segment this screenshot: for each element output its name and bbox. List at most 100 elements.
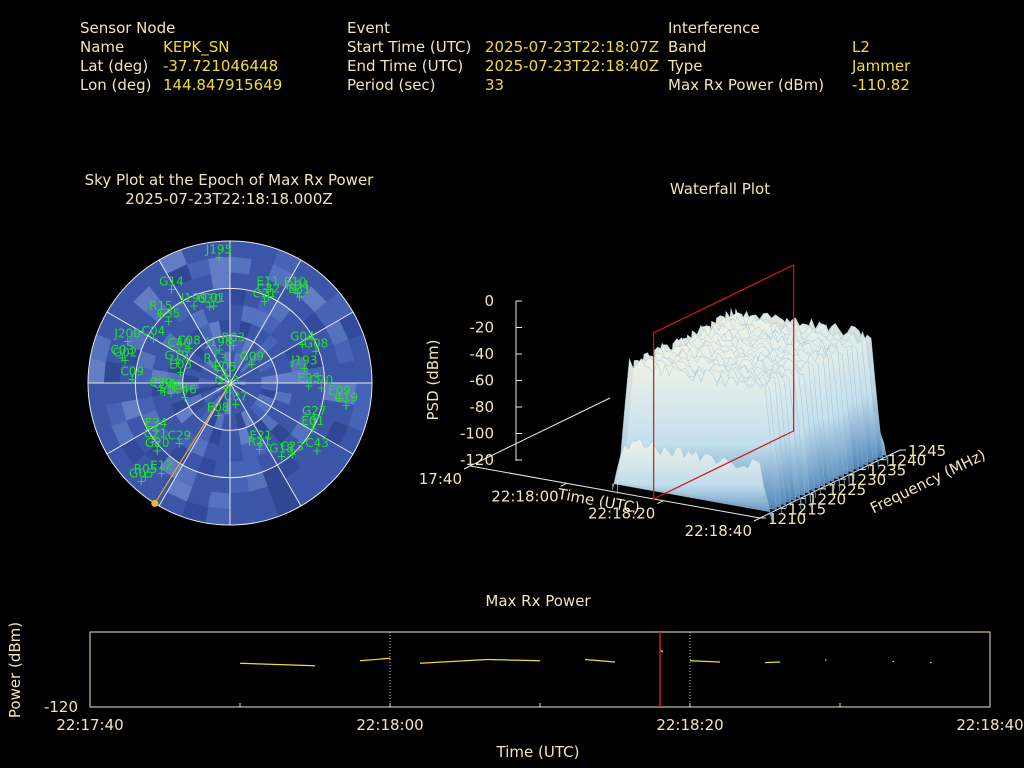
satellite-marker: + bbox=[152, 444, 162, 458]
event-period-label: Period (sec) bbox=[347, 76, 436, 94]
sky-bin bbox=[190, 437, 209, 458]
sky-bin bbox=[325, 319, 349, 346]
satellite-marker: + bbox=[309, 412, 319, 426]
jammer-direction-line bbox=[154, 382, 231, 504]
sky-bin bbox=[230, 460, 247, 478]
satellite-marker: + bbox=[231, 397, 241, 411]
sky-bin bbox=[166, 372, 184, 383]
sky-bin bbox=[210, 272, 230, 290]
satellite-label: E01 bbox=[301, 414, 324, 428]
sky-bin bbox=[186, 258, 211, 280]
power-series bbox=[239, 649, 932, 667]
sky-bin bbox=[213, 460, 230, 478]
sky-bin bbox=[208, 491, 230, 510]
satellites: +J195+E10+E31+R04+E11+C32+C21+G14+R15 +J1… bbox=[111, 242, 358, 488]
sky-bin bbox=[224, 383, 230, 399]
satellite-label: G04 bbox=[290, 329, 315, 343]
sky-bin bbox=[205, 507, 230, 525]
sky-bin bbox=[185, 359, 203, 373]
time-axis-line bbox=[469, 465, 761, 519]
sky-bin bbox=[103, 361, 122, 383]
sky-bin bbox=[285, 467, 312, 493]
satellite-marker: + bbox=[209, 299, 219, 313]
sky-bin bbox=[285, 273, 312, 299]
sky-bin bbox=[230, 288, 247, 306]
satellite-marker: + bbox=[341, 399, 351, 413]
satellite-label: G19 bbox=[164, 349, 189, 363]
sky-bin bbox=[259, 366, 277, 378]
sky-bin bbox=[202, 362, 218, 376]
time-tick-label: 22:18:00 bbox=[356, 716, 423, 734]
time-tick bbox=[753, 517, 761, 522]
event-period-value: 33 bbox=[485, 76, 505, 94]
satellite-marker: + bbox=[312, 444, 322, 458]
satellite-marker: + bbox=[214, 250, 224, 264]
sky-bin bbox=[167, 361, 186, 375]
sky-bin bbox=[230, 383, 246, 386]
sky-bin bbox=[88, 358, 106, 383]
satellite-marker: + bbox=[311, 345, 321, 359]
satellite-label: E10 bbox=[284, 275, 307, 289]
sky-bin bbox=[111, 319, 135, 346]
sky-bin bbox=[208, 427, 222, 446]
waterfall-surface bbox=[612, 307, 889, 523]
sky-bin bbox=[175, 406, 194, 424]
sky-bin bbox=[260, 334, 279, 353]
interference-heading: Interference bbox=[668, 19, 760, 37]
sky-bin bbox=[323, 383, 341, 403]
satellite-label: G02 bbox=[113, 346, 138, 360]
sky-bin bbox=[166, 478, 193, 502]
satellite-marker: + bbox=[213, 409, 223, 423]
sky-bin bbox=[238, 320, 252, 339]
sky-bin bbox=[121, 399, 142, 421]
satellite-label: C39 bbox=[149, 375, 173, 389]
event-end-value: 2025-07-23T22:18:40Z bbox=[485, 57, 659, 75]
satellite-label: C32 bbox=[257, 282, 281, 296]
satellite-label: E09 bbox=[328, 383, 351, 397]
satellite-label: G27 bbox=[302, 404, 327, 418]
sky-bin bbox=[135, 366, 153, 383]
time-tick-label: 22:18:20 bbox=[656, 716, 723, 734]
satellite-marker: + bbox=[136, 474, 146, 488]
sky-bin bbox=[251, 437, 270, 458]
event-end-label: End Time (UTC) bbox=[347, 57, 464, 75]
sky-bin bbox=[174, 464, 198, 487]
satellite-label: C01 bbox=[202, 291, 226, 305]
sky-bin bbox=[151, 369, 168, 383]
sky-bin bbox=[111, 420, 135, 447]
satellite-label: E21 bbox=[249, 428, 272, 442]
satellite-label: C29 bbox=[167, 428, 191, 442]
sky-bin bbox=[267, 478, 294, 502]
satellite-marker: + bbox=[156, 383, 166, 397]
satellite-marker: + bbox=[297, 337, 307, 351]
sensor-lat-value: -37.721046448 bbox=[163, 57, 279, 75]
sky-bin bbox=[199, 407, 215, 424]
satellite-marker: + bbox=[205, 300, 215, 314]
event-start-value: 2025-07-23T22:18:07Z bbox=[485, 38, 659, 56]
satellite-marker: + bbox=[123, 335, 133, 349]
psd-tick-label: -100 bbox=[460, 425, 494, 443]
sky-bin bbox=[197, 457, 217, 477]
sky-bin bbox=[259, 388, 277, 400]
satellite-marker: + bbox=[150, 434, 160, 448]
satellite-label: C21 bbox=[253, 287, 277, 301]
sky-bin bbox=[289, 356, 308, 373]
satellite-label: E23 bbox=[297, 371, 320, 385]
sky-bin bbox=[300, 286, 327, 313]
satellite-label: G18 bbox=[269, 442, 294, 456]
sky-bin bbox=[230, 398, 236, 415]
sky-bin bbox=[210, 476, 230, 494]
sensor-lat-label: Lat (deg) bbox=[80, 57, 149, 75]
satellite-marker: + bbox=[166, 282, 176, 296]
sky-bin bbox=[253, 419, 271, 438]
satellite-label: J196 bbox=[205, 335, 232, 349]
satellite-label: E08 bbox=[207, 401, 230, 415]
event-start-label: Start Time (UTC) bbox=[347, 38, 472, 56]
frequency-tick-label: 1225 bbox=[828, 481, 866, 499]
sky-bin bbox=[267, 264, 294, 288]
sky-bin bbox=[314, 301, 340, 328]
sky-bin bbox=[159, 249, 187, 274]
sky-bin bbox=[209, 395, 223, 411]
power-axis-title: Power (dBm) bbox=[6, 622, 24, 718]
satellite-marker: + bbox=[308, 422, 318, 436]
